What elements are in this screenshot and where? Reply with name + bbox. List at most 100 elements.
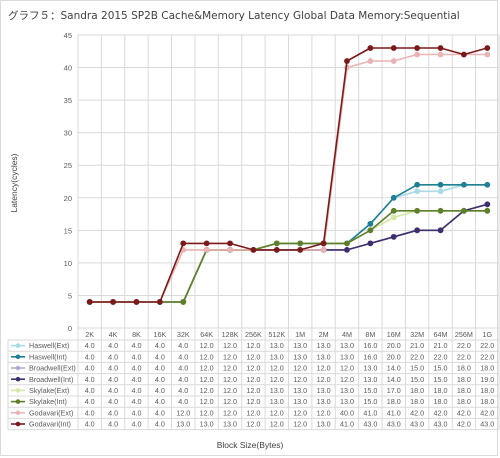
data-table-value: 15.0 [363, 386, 377, 395]
legend-key-marker [15, 410, 21, 416]
y-tick-label: 30 [64, 129, 72, 138]
data-table-value: 4.0 [155, 408, 165, 417]
data-table-value: 12.0 [293, 408, 307, 417]
data-table-value: 4.0 [108, 420, 118, 429]
data-table-value: 12.0 [223, 408, 237, 417]
y-tick-label: 25 [64, 161, 72, 170]
data-point [180, 299, 187, 305]
data-table-value: 13.0 [270, 386, 284, 395]
data-table-value: 4.0 [178, 352, 188, 361]
legend-key-marker [15, 376, 21, 382]
data-point [297, 240, 304, 247]
data-table-value: 12.0 [200, 397, 214, 406]
data-table-value: 18.0 [434, 397, 448, 406]
x-axis-label: Block Size(Bytes) [216, 440, 284, 450]
data-table-value: 4.0 [108, 375, 118, 384]
data-table-value: 12.0 [200, 352, 214, 361]
data-table-value: 22.0 [457, 341, 471, 350]
data-table-value: 14.0 [387, 364, 401, 373]
y-tick-label: 20 [64, 194, 72, 203]
data-table-value: 14.0 [387, 375, 401, 384]
data-point [414, 207, 421, 214]
data-table-value: 4.0 [85, 352, 95, 361]
data-point [203, 246, 210, 253]
data-table-value: 18.0 [480, 397, 494, 406]
legend-key-marker [15, 343, 21, 348]
data-table-value: 4.0 [178, 397, 188, 406]
data-table-value: 13.0 [223, 420, 237, 429]
data-table-value: 12.0 [200, 341, 214, 350]
data-point [484, 45, 491, 51]
data-table-value: 12.0 [246, 341, 260, 350]
data-table-value: 12.0 [293, 364, 307, 373]
x-tick-label: 64K [200, 330, 213, 339]
data-table-value: 4.0 [108, 408, 118, 417]
x-tick-label: 32K [177, 330, 190, 339]
data-table-value: 4.0 [155, 397, 165, 406]
data-table-value: 4.0 [85, 341, 95, 350]
data-table-value: 12.0 [340, 375, 354, 384]
data-point [390, 207, 397, 214]
data-table-value: 16.0 [363, 352, 377, 361]
data-table-value: 43.0 [434, 420, 448, 429]
x-tick-label: 2M [319, 330, 329, 339]
data-point [437, 51, 444, 58]
x-tick-label: 4M [342, 330, 352, 339]
data-table-value: 18.0 [457, 397, 471, 406]
legend-key-marker [15, 354, 21, 360]
data-point [367, 220, 374, 227]
data-table-value: 22.0 [480, 352, 494, 361]
data-point [156, 299, 163, 305]
data-table-value: 18.0 [410, 397, 424, 406]
data-table-value: 13.0 [317, 341, 331, 350]
data-table-value: 22.0 [480, 341, 494, 350]
data-table-value: 13.0 [176, 420, 190, 429]
x-tick-label: 2K [85, 330, 94, 339]
data-point [203, 240, 210, 247]
data-table-value: 15.0 [410, 375, 424, 384]
data-table-value: 4.0 [178, 375, 188, 384]
data-point [437, 188, 444, 195]
data-table-value: 13.0 [293, 397, 307, 406]
data-table-value: 15.0 [363, 397, 377, 406]
data-table-value: 13.0 [340, 397, 354, 406]
data-table-value: 4.0 [131, 386, 141, 395]
data-table-value: 12.0 [317, 408, 331, 417]
data-point [110, 299, 116, 305]
data-point [367, 240, 374, 247]
data-table-value: 12.0 [223, 364, 237, 373]
legend-series-name: Godavari(Int) [29, 420, 71, 429]
data-table-value: 12.0 [246, 420, 260, 429]
data-table-value: 13.0 [317, 386, 331, 395]
data-point [344, 58, 350, 64]
data-table-value: 41.0 [363, 408, 377, 417]
data-table-value: 12.0 [317, 375, 331, 384]
data-table-value: 18.0 [480, 364, 494, 373]
data-table-value: 18.0 [457, 364, 471, 373]
data-table-value: 12.0 [223, 352, 237, 361]
data-table-value: 4.0 [155, 420, 165, 429]
legend-series-name: Haswell(Int) [29, 352, 67, 361]
legend-key-marker [15, 399, 21, 404]
data-table-value: 21.0 [410, 341, 424, 350]
data-table-value: 4.0 [131, 408, 141, 417]
data-table-value: 13.0 [293, 386, 307, 395]
data-point [344, 246, 350, 253]
y-tick-label: 5 [68, 291, 72, 300]
data-table-value: 41.0 [387, 408, 401, 417]
data-table-value: 13.0 [317, 420, 331, 429]
data-table-value: 12.0 [223, 386, 237, 395]
data-table-value: 4.0 [131, 397, 141, 406]
data-table-value: 13.0 [363, 375, 377, 384]
data-point [86, 299, 93, 305]
data-table-value: 13.0 [340, 386, 354, 395]
data-table-value: 4.0 [85, 397, 95, 406]
data-table-value: 20.0 [387, 352, 401, 361]
data-table-value: 12.0 [246, 408, 260, 417]
data-point [414, 227, 421, 234]
data-table-value: 12.0 [223, 397, 237, 406]
data-table-value: 18.0 [457, 386, 471, 395]
data-point [273, 240, 280, 247]
data-point [461, 181, 467, 188]
data-point [367, 58, 374, 64]
